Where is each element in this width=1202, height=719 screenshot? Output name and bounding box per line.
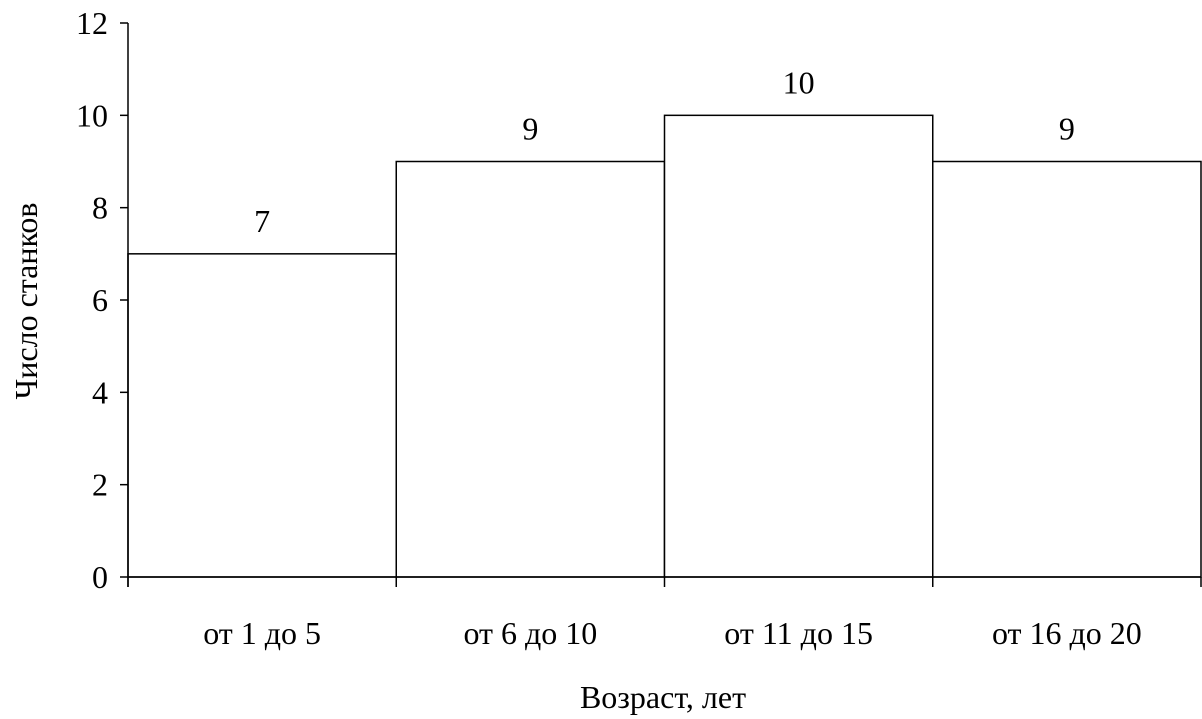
y-tick-label-6: 6 [92, 282, 108, 318]
y-tick-label-4: 4 [92, 374, 108, 410]
y-tick-label-0: 0 [92, 559, 108, 595]
y-axis-title: Число станков [8, 202, 44, 399]
bar-1 [127, 253, 397, 578]
bar-4 [932, 160, 1202, 578]
bar-2 [395, 160, 666, 578]
y-tick-label-10: 10 [76, 97, 108, 133]
y-tick-label-2: 2 [92, 467, 108, 503]
y-axis: 0 2 4 6 8 10 12 [76, 5, 129, 595]
data-label-1: 7 [254, 203, 270, 239]
data-label-2: 9 [522, 111, 538, 147]
x-category-label-3: от 11 до 15 [724, 615, 873, 651]
x-category-label-2: от 6 до 10 [463, 615, 597, 651]
x-category-label-4: от 16 до 20 [992, 615, 1142, 651]
x-axis-title: Возраст, лет [580, 679, 746, 715]
x-axis: от 1 до 5 от 6 до 10 от 11 до 15 от 16 до 2… [127, 576, 1202, 651]
x-category-label-1: от 1 до 5 [203, 615, 321, 651]
bar-3 [663, 114, 934, 578]
data-labels-group: 7 9 10 9 [254, 64, 1075, 239]
data-label-4: 9 [1059, 111, 1075, 147]
data-label-3: 10 [783, 64, 815, 100]
y-tick-label-12: 12 [76, 5, 108, 41]
y-tick-label-8: 8 [92, 190, 108, 226]
bars-group [127, 114, 1202, 578]
